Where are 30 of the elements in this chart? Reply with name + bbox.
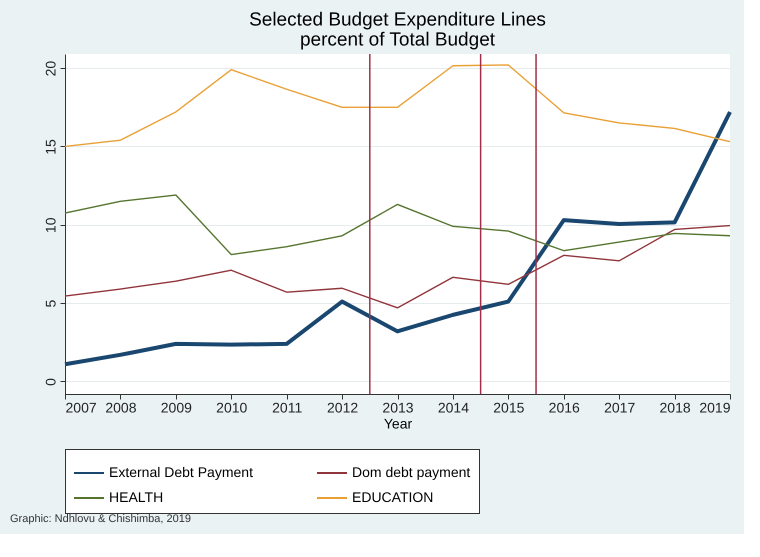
legend-label: HEALTH	[109, 489, 164, 505]
chart-subtitle: percent of Total Budget	[300, 29, 496, 50]
x-tick-label: 2012	[327, 400, 358, 416]
line-series	[64, 224, 731, 309]
x-tick-label: 2013	[382, 400, 414, 416]
x-tick-label: 2008	[105, 400, 137, 416]
legend-label: EDUCATION	[352, 489, 434, 505]
line-series	[63, 110, 732, 366]
x-tick-label: 2016	[548, 400, 580, 416]
x-tick-label: 2011	[272, 400, 302, 416]
line-series	[64, 64, 731, 148]
x-tick-label: 2010	[216, 400, 248, 416]
y-tick-label: 0	[42, 378, 58, 386]
legend-label: External Debt Payment	[109, 464, 254, 480]
x-tick-label: 2009	[160, 400, 192, 416]
x-tick-label: 2018	[660, 400, 691, 416]
y-tick-label: 20	[42, 60, 58, 76]
legend-label: Dom debt payment	[352, 464, 470, 480]
chart-title: Selected Budget Expenditure Lines	[249, 9, 546, 30]
x-tick-label: 2007	[66, 400, 97, 416]
x-tick-label: 2017	[604, 400, 636, 416]
line-series	[64, 194, 731, 256]
x-tick-label: 2019	[699, 400, 731, 416]
y-tick-label: 15	[42, 138, 58, 155]
x-tick-label: 2015	[493, 400, 525, 416]
y-tick-label: 10	[42, 217, 58, 234]
x-tick-label: 2014	[438, 400, 470, 416]
y-tick-label: 5	[42, 300, 58, 308]
x-axis-title: Year	[384, 416, 412, 432]
text: Graphic: Ndhlovu & Chishimba, 2019	[10, 513, 191, 525]
